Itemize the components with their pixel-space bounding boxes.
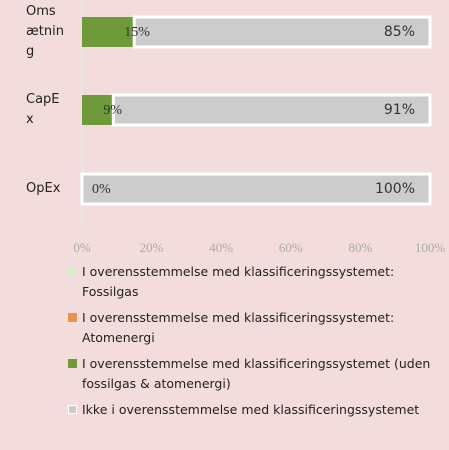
legend-swatch [68,359,77,368]
data-label: 91% [384,102,415,118]
legend-label: I overensstemmelse med klassificeringssy… [82,264,395,299]
legend-item: I overensstemmelse med klassificeringssy… [68,354,438,394]
bar-segment [80,172,432,206]
data-label: 9% [103,103,122,118]
data-label: 0% [92,182,111,197]
category-label: Omsætning [26,4,64,59]
legend-item: I overensstemmelse med klassificeringssy… [68,262,438,302]
x-tick-label: 40% [209,240,233,255]
legend-item: I overensstemmelse med klassificeringssy… [68,308,438,348]
category-label: CapEx [26,92,60,127]
x-tick-label: 100% [415,240,446,255]
legend-label: Ikke i overensstemmelse med klassificeri… [82,402,420,417]
bar-segment [111,93,432,127]
legend-swatch [68,405,77,414]
data-label: 15% [124,25,150,40]
x-tick-label: 80% [348,240,372,255]
legend-label: I overensstemmelse med klassificeringssy… [82,356,431,391]
legend-swatch [68,313,77,322]
legend-item: Ikke i overensstemmelse med klassificeri… [68,400,438,420]
legend-label: I overensstemmelse med klassificeringssy… [82,310,395,345]
data-label: 100% [375,181,415,197]
x-tick-label: 60% [279,240,303,255]
data-label: 85% [384,24,415,40]
bar-segment [82,95,114,125]
x-tick-label: 20% [140,240,164,255]
legend-swatch [68,267,77,276]
x-tick-label: 0% [73,240,91,255]
category-label: OpEx [26,181,61,196]
bar-segment [82,17,135,47]
bar-segment [132,15,432,49]
